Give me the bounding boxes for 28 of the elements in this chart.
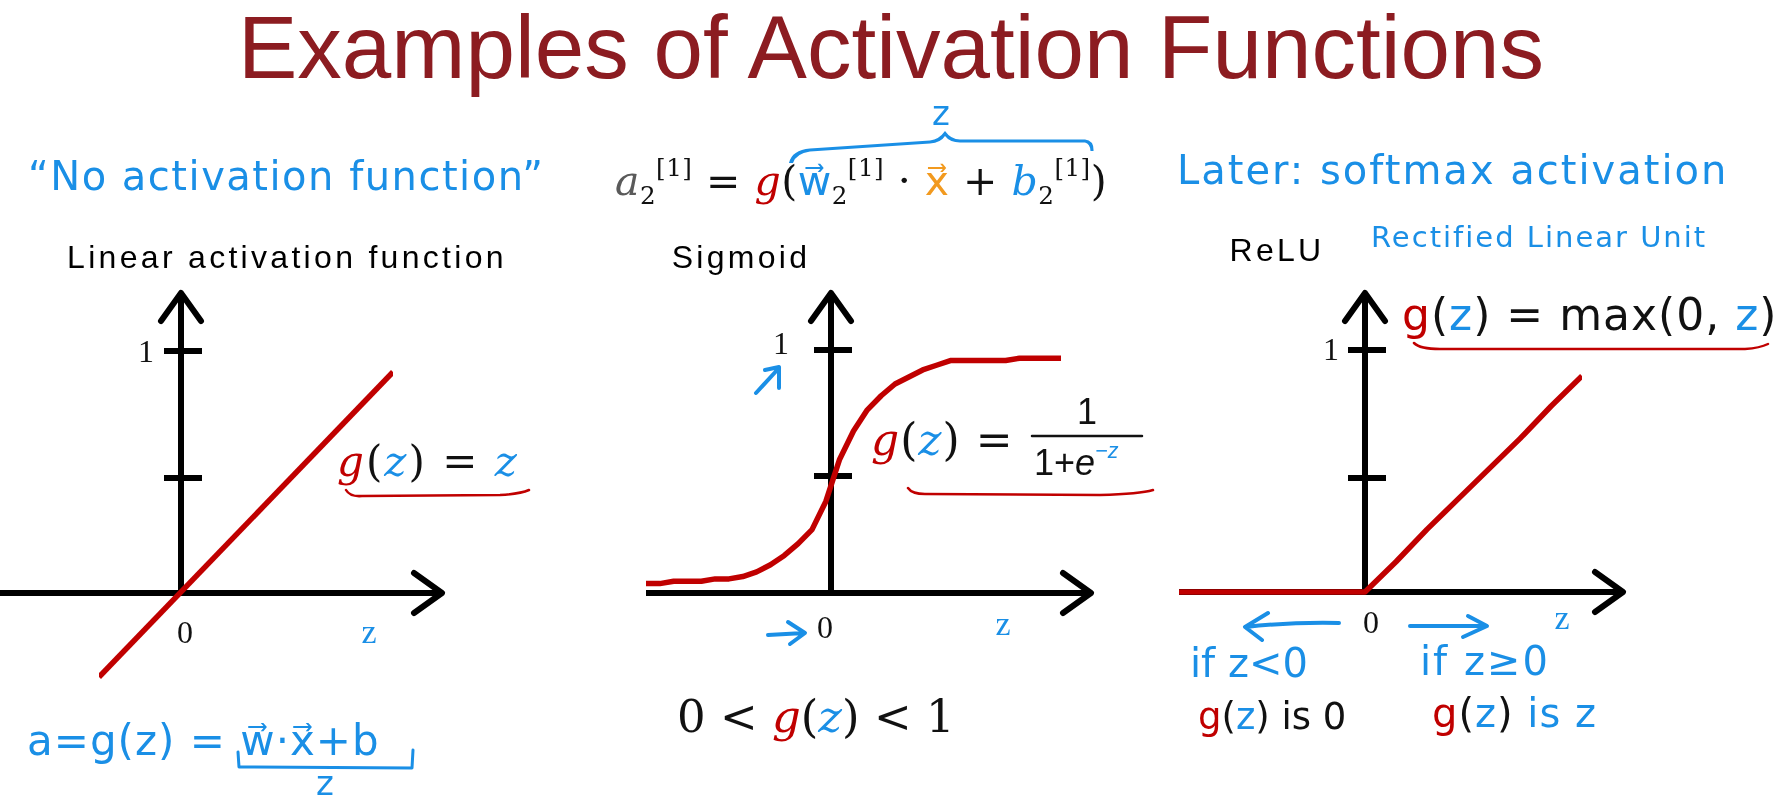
annotation: g(z) = z (337, 436, 519, 486)
text: Later: softmax activation (1177, 147, 1729, 193)
annotation: 0 (177, 613, 193, 650)
x-axis-title: z (995, 605, 1011, 643)
chart-title: Linear activation function (67, 238, 507, 275)
chart-title: ReLU (1229, 231, 1325, 268)
text: g(z) is z (1432, 690, 1597, 736)
text: 1 (138, 332, 154, 369)
text: a$_{2}$$^{[1]}$ = g(w⃗$_{2}$$^{[1]}$ · x⃗ + b$_{2}$$^{[1]}$) (615, 152, 1108, 210)
text: 0 (817, 608, 833, 645)
text: 0 (1363, 603, 1379, 640)
text: g(z) = max(0, z) (1402, 288, 1778, 340)
text: if z≥0 (1420, 638, 1550, 684)
text: if z<0 (1190, 640, 1308, 686)
text: a=g(z) = w⃗·x⃗+b (27, 715, 380, 765)
chart-title: Sigmoid (671, 238, 811, 275)
annotation: g(z) = (871, 413, 1014, 465)
annotation: 1 (773, 324, 789, 361)
text: Rectified Linear Unit (1371, 220, 1708, 255)
x-axis-title: z (361, 613, 377, 651)
text: 1 (1323, 330, 1339, 367)
text: 1 (1076, 391, 1098, 433)
text: g(z) is 0 (1198, 694, 1347, 738)
x-axis-title: z (1554, 599, 1570, 637)
annotation: 1+e$^{−z}$ (1034, 437, 1119, 483)
text: 0 < g(z) < 1 (677, 690, 955, 744)
text: “No activation function” (28, 153, 545, 199)
text: z (316, 763, 334, 804)
